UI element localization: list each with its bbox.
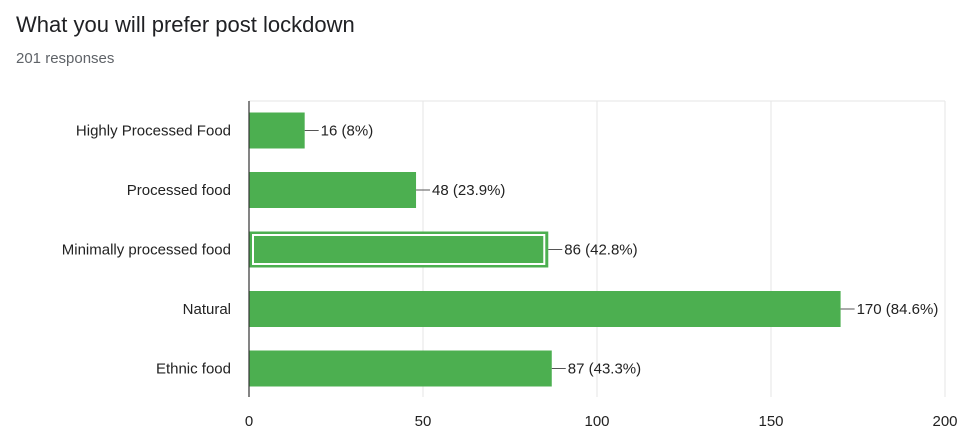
bar-2: [249, 231, 549, 268]
response-count: 201 responses: [16, 50, 115, 67]
bar-0: [249, 112, 305, 149]
chart-title: What you will prefer post lockdown: [16, 12, 355, 37]
category-label-0: Highly Processed Food: [76, 123, 231, 140]
bar-4: [249, 350, 552, 387]
x-tick-label-100: 100: [584, 413, 609, 430]
bar-3: [249, 291, 841, 327]
data-label-2: 86 (42.8%): [564, 242, 637, 259]
data-label-4: 87 (43.3%): [568, 361, 641, 378]
data-label-1: 48 (23.9%): [432, 182, 505, 199]
bar-highlight-outline: [252, 234, 546, 265]
x-tick-label-200: 200: [932, 413, 957, 430]
bar-1: [249, 172, 417, 208]
category-label-1: Processed food: [127, 182, 231, 199]
x-tick-label-0: 0: [245, 413, 253, 430]
data-label-3: 170 (84.6%): [857, 301, 939, 318]
x-tick-label-150: 150: [758, 413, 783, 430]
x-tick-label-50: 50: [415, 413, 432, 430]
category-label-2: Minimally processed food: [62, 242, 231, 259]
category-label-3: Natural: [183, 301, 231, 318]
data-label-0: 16 (8%): [321, 123, 374, 140]
category-label-4: Ethnic food: [156, 361, 231, 378]
